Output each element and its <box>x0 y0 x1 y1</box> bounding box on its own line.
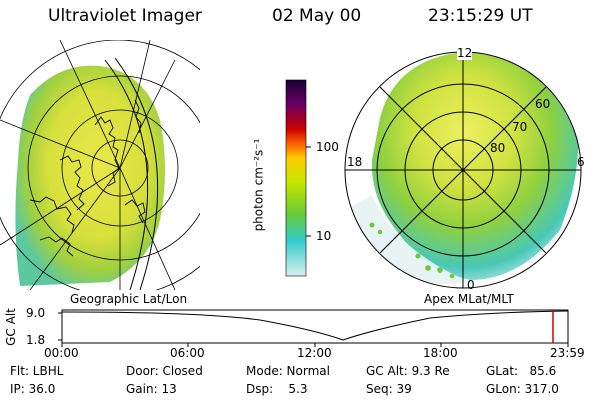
filter-value: Flt: LBHL <box>10 364 64 378</box>
mlt-label-6: 6 <box>577 155 585 169</box>
colorbar-gradient <box>285 79 307 277</box>
mlt-label-0: 0 <box>467 278 475 292</box>
apex-polar-plot <box>344 51 582 289</box>
gc-altitude-value: GC Alt: 9.3 Re <box>366 364 450 378</box>
altitude-plot-frame <box>61 309 569 344</box>
ip-value: IP: 36.0 <box>10 382 56 396</box>
altitude-plot <box>58 309 569 347</box>
altitude-ytick-high: 9.0 <box>26 306 46 320</box>
altitude-xtick-0000: 00:00 <box>44 346 79 360</box>
altitude-xtick-1800: 18:00 <box>423 346 458 360</box>
geo-latitude-value: GLat: 85.6 <box>486 364 557 378</box>
instrument-title: Ultraviolet Imager <box>48 6 202 26</box>
altitude-ytick-low: 1.8 <box>26 333 46 347</box>
dsp-value: Dsp: 5.3 <box>246 382 308 396</box>
observation-date: 02 May 00 <box>272 6 362 26</box>
mlt-label-12: 12 <box>457 46 473 60</box>
altitude-xtick-1200: 12:00 <box>297 346 332 360</box>
colorbar-unit-label: photon cm⁻²s⁻¹ <box>251 138 266 232</box>
geo-longitude-value: GLon: 317.0 <box>486 382 559 396</box>
mlt-label-18: 18 <box>347 155 363 169</box>
altitude-ylabel: GC Alt <box>3 308 18 346</box>
altitude-xtick-0600: 06:00 <box>170 346 205 360</box>
right-panel-caption: Apex MLat/MLT <box>424 292 514 306</box>
altitude-curve <box>61 310 569 341</box>
door-status: Door: Closed <box>126 364 203 378</box>
colorbar-tick-100: 100 <box>316 140 339 154</box>
colorbar-tick-10: 10 <box>316 229 332 243</box>
altitude-xtick-2359: 23:59 <box>550 346 585 360</box>
mlat-label-80: 80 <box>490 141 506 155</box>
gain-value: Gain: 13 <box>126 382 177 396</box>
geographic-image <box>0 40 200 290</box>
mlat-label-60: 60 <box>535 97 551 111</box>
observation-time: 23:15:29 UT <box>428 6 533 26</box>
sequence-value: Seq: 39 <box>366 382 412 396</box>
mlat-label-70: 70 <box>512 120 528 134</box>
mode-value: Mode: Normal <box>246 364 330 378</box>
left-panel-caption: Geographic Lat/Lon <box>70 292 188 306</box>
